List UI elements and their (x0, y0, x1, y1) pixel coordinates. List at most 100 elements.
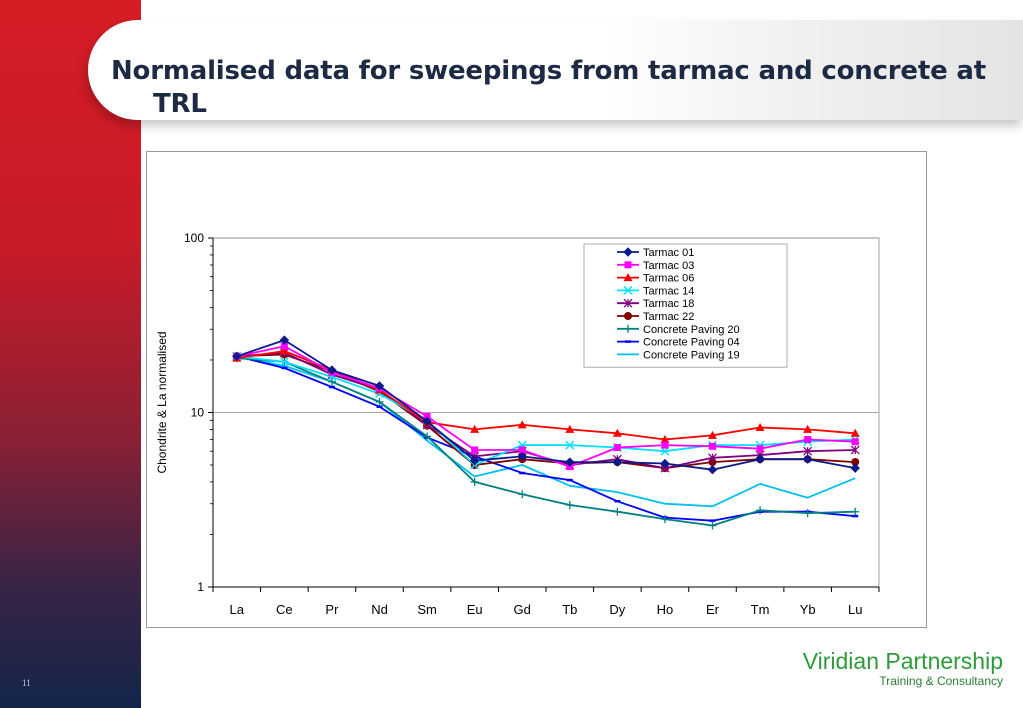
y-axis-label: Chondrite & La normalised (155, 331, 169, 473)
legend-marker (623, 285, 633, 295)
data-point (709, 442, 716, 450)
data-point (804, 436, 812, 444)
legend-label: Concrete Paving 20 (643, 324, 740, 336)
data-point (803, 446, 813, 456)
legend-marker (623, 247, 633, 257)
data-point (612, 428, 622, 437)
x-tick-label: Sm (417, 602, 437, 617)
data-point (708, 521, 717, 530)
data-point (851, 458, 860, 467)
chart-frame: 1 10 100 La Ce Pr Nd Sm Eu Gd Tb Dy Ho Er Tm Yb Lu Chondr… (146, 151, 927, 628)
x-tick-label: Tb (562, 602, 577, 617)
y-tick-label: 1 (197, 580, 204, 594)
x-tick-label: Er (706, 602, 720, 617)
y-tick-label: 100 (184, 231, 204, 245)
data-point (280, 342, 288, 350)
x-tick-label: Ce (276, 602, 293, 617)
legend-marker (623, 298, 633, 308)
slide-title-line2: TRL (153, 89, 207, 119)
data-point (327, 365, 337, 375)
title-banner (88, 20, 1023, 120)
data-point (374, 381, 385, 391)
brand-name: Viridian Partnership (802, 648, 1003, 674)
x-tick-label: Tm (751, 602, 770, 617)
legend-label: Tarmac 22 (643, 311, 694, 323)
brand-tagline: Training & Consultancy (879, 674, 1003, 688)
legend-label: Tarmac 03 (643, 260, 694, 272)
data-point (471, 446, 479, 454)
legend-label: Tarmac 01 (643, 247, 694, 259)
chart-svg: 1 10 100 La Ce Pr Nd Sm Eu Gd Tb Dy Ho Er Tm Yb Lu Chondr… (155, 231, 880, 617)
data-point (755, 423, 765, 432)
legend-marker (624, 261, 632, 269)
x-tick-label: Nd (371, 602, 388, 617)
data-point (756, 445, 764, 453)
x-tick-label: Pr (325, 602, 339, 617)
legend-marker (624, 312, 632, 320)
data-point (375, 397, 384, 406)
data-point (851, 438, 859, 446)
data-point (470, 477, 479, 486)
data-point (565, 440, 575, 450)
data-point (850, 463, 860, 473)
data-point (279, 357, 289, 367)
data-point (803, 424, 813, 433)
x-tick-label: Ho (657, 602, 674, 617)
data-point (518, 490, 527, 499)
data-point (756, 506, 765, 515)
data-point (279, 335, 290, 345)
data-point (708, 430, 717, 439)
legend-label: Tarmac 14 (643, 285, 694, 297)
data-point (802, 454, 813, 464)
series-line (236, 357, 856, 527)
legend-label: Concrete Paving 19 (643, 349, 740, 361)
x-tick-label: Lu (848, 602, 862, 617)
brand-logo: Viridian Partnership Training & Consulta… (803, 648, 1003, 688)
legend-label: Tarmac 18 (643, 298, 694, 310)
data-point (661, 441, 669, 449)
data-point (850, 428, 860, 437)
y-tick-label: 10 (191, 406, 205, 420)
data-point (565, 457, 575, 467)
series-line (236, 339, 856, 471)
x-tick-label: Gd (514, 602, 531, 617)
data-point (327, 377, 336, 386)
data-point (660, 515, 669, 524)
series-line (236, 355, 856, 466)
data-point (469, 455, 480, 466)
x-tick-label: Dy (609, 602, 625, 617)
left-sidebar-band: 11 (0, 0, 141, 708)
data-point (613, 507, 622, 516)
data-point (423, 412, 431, 420)
legend-marker (623, 273, 633, 282)
data-point (517, 451, 527, 462)
legend-marker (624, 324, 632, 333)
slide-number: 11 (22, 678, 31, 688)
x-tick-label: Eu (467, 602, 483, 617)
legend-label: Concrete Paving 04 (643, 337, 740, 349)
data-point (470, 424, 480, 433)
slide-title-line1: Normalised data for sweepings from tarma… (111, 56, 986, 86)
data-point (423, 432, 432, 441)
data-point (850, 445, 860, 455)
data-point (518, 446, 526, 454)
data-point (279, 346, 289, 355)
data-point (613, 444, 621, 452)
x-tick-label: Yb (800, 602, 816, 617)
data-point (851, 507, 860, 516)
data-point (565, 424, 575, 433)
data-point (232, 351, 242, 361)
data-point (755, 454, 765, 464)
x-tick-label: La (230, 602, 245, 617)
data-point (707, 465, 718, 475)
slide-title: Normalised data for sweepings from tarma… (111, 55, 1011, 121)
data-point (565, 501, 574, 510)
data-point (660, 458, 670, 469)
data-point (612, 457, 623, 467)
data-point (422, 416, 432, 427)
data-point (517, 420, 527, 429)
data-point (708, 453, 717, 463)
legend-label: Tarmac 06 (643, 273, 694, 285)
data-point (660, 435, 670, 444)
data-point (803, 509, 812, 518)
